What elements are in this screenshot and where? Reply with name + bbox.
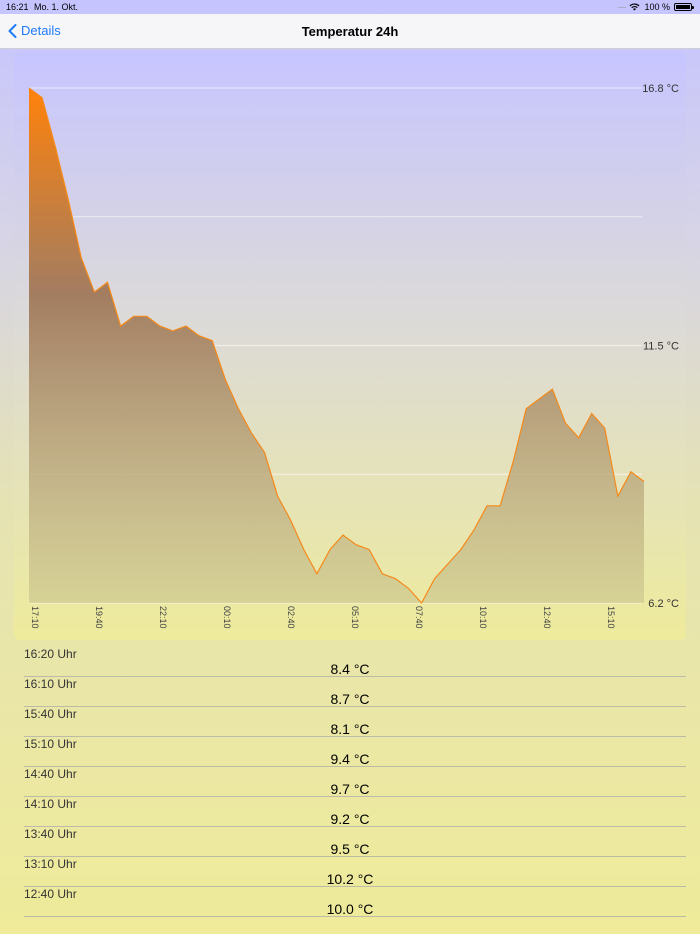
list-item: 15:10 Uhr 9.4 °C bbox=[0, 730, 700, 767]
reading-time: 15:10 Uhr bbox=[24, 737, 77, 751]
x-tick-label: 19:40 bbox=[94, 606, 104, 629]
reading-time: 14:40 Uhr bbox=[24, 767, 77, 781]
list-item: 12:40 Uhr 10.0 °C bbox=[0, 880, 700, 917]
row-separator bbox=[24, 796, 686, 797]
signal-dots-icon: ···· bbox=[617, 2, 626, 12]
list-item: 16:10 Uhr 8.7 °C bbox=[0, 670, 700, 707]
row-separator bbox=[24, 886, 686, 887]
x-tick-label: 10:10 bbox=[478, 606, 488, 629]
chevron-left-icon bbox=[8, 23, 17, 38]
status-bar: 16:21 Mo. 1. Okt. ···· 100 % bbox=[0, 0, 700, 14]
page-title: Temperatur 24h bbox=[301, 24, 399, 39]
x-tick-label: 12:40 bbox=[542, 606, 552, 629]
battery-level-fill bbox=[676, 5, 690, 9]
list-item: 15:40 Uhr 8.1 °C bbox=[0, 700, 700, 737]
x-tick-label: 17:10 bbox=[30, 606, 40, 629]
list-item: 13:10 Uhr 10.2 °C bbox=[0, 850, 700, 887]
status-right: ···· 100 % bbox=[617, 2, 694, 12]
reading-value: 9.5 °C bbox=[330, 841, 370, 857]
reading-time: 15:40 Uhr bbox=[24, 707, 77, 721]
row-separator bbox=[24, 856, 686, 857]
reading-time: 14:10 Uhr bbox=[24, 797, 77, 811]
temperature-area bbox=[29, 88, 644, 603]
temperature-line bbox=[28, 87, 645, 605]
x-tick-label: 02:40 bbox=[286, 606, 296, 629]
reading-value: 8.1 °C bbox=[330, 721, 370, 737]
back-button-label: Details bbox=[21, 23, 61, 38]
list-item: 13:40 Uhr 9.5 °C bbox=[0, 820, 700, 857]
status-time: 16:21 bbox=[6, 2, 29, 12]
x-tick-label: 07:40 bbox=[414, 606, 424, 629]
reading-value: 9.4 °C bbox=[330, 751, 370, 767]
row-separator bbox=[24, 916, 686, 917]
reading-time: 16:20 Uhr bbox=[24, 647, 77, 661]
back-button[interactable]: Details bbox=[8, 23, 61, 38]
reading-time: 16:10 Uhr bbox=[24, 677, 77, 691]
x-tick-label: 22:10 bbox=[158, 606, 168, 629]
list-item: 14:40 Uhr 9.7 °C bbox=[0, 760, 700, 797]
x-axis-labels: 17:10 19:40 22:10 00:10 02:40 05:10 07:40 10:10… bbox=[30, 606, 616, 629]
temperature-chart: 16.8 °C 11.5 °C 6.2 °C 17:10 19:40 22:10 00:1… bbox=[28, 83, 679, 629]
row-separator bbox=[24, 826, 686, 827]
temperature-chart-card: 16.8 °C 11.5 °C 6.2 °C 17:10 19:40 22:10 00:1… bbox=[14, 52, 686, 640]
row-separator bbox=[24, 766, 686, 767]
row-separator bbox=[24, 676, 686, 677]
x-tick-label: 00:10 bbox=[222, 606, 232, 629]
x-tick-label: 05:10 bbox=[350, 606, 360, 629]
battery-percent: 100 % bbox=[644, 2, 670, 12]
x-tick-label: 15:10 bbox=[606, 606, 616, 629]
reading-value: 8.4 °C bbox=[330, 661, 370, 677]
reading-value: 9.2 °C bbox=[330, 811, 370, 827]
y-tick-label: 6.2 °C bbox=[648, 598, 679, 610]
reading-value: 10.0 °C bbox=[326, 901, 374, 917]
reading-time: 12:40 Uhr bbox=[24, 887, 77, 901]
navigation-bar: Details Temperatur 24h bbox=[0, 14, 700, 49]
reading-value: 9.7 °C bbox=[330, 781, 370, 797]
readings-list: 16:20 Uhr 8.4 °C 16:10 Uhr 8.7 °C 15:40 Uhr 8… bbox=[0, 640, 700, 917]
reading-time: 13:40 Uhr bbox=[24, 827, 77, 841]
list-item: 16:20 Uhr 8.4 °C bbox=[0, 640, 700, 677]
row-separator bbox=[24, 706, 686, 707]
wifi-icon bbox=[629, 3, 640, 11]
list-item: 14:10 Uhr 9.2 °C bbox=[0, 790, 700, 827]
y-tick-label: 11.5 °C bbox=[643, 341, 679, 353]
status-date: Mo. 1. Okt. bbox=[34, 2, 79, 12]
y-tick-label: 16.8 °C bbox=[642, 83, 679, 95]
row-separator bbox=[24, 736, 686, 737]
reading-value: 8.7 °C bbox=[330, 691, 370, 707]
reading-value: 10.2 °C bbox=[326, 871, 374, 887]
battery-icon bbox=[674, 3, 694, 11]
reading-time: 13:10 Uhr bbox=[24, 857, 77, 871]
y-axis-labels: 16.8 °C 11.5 °C 6.2 °C bbox=[642, 83, 679, 610]
